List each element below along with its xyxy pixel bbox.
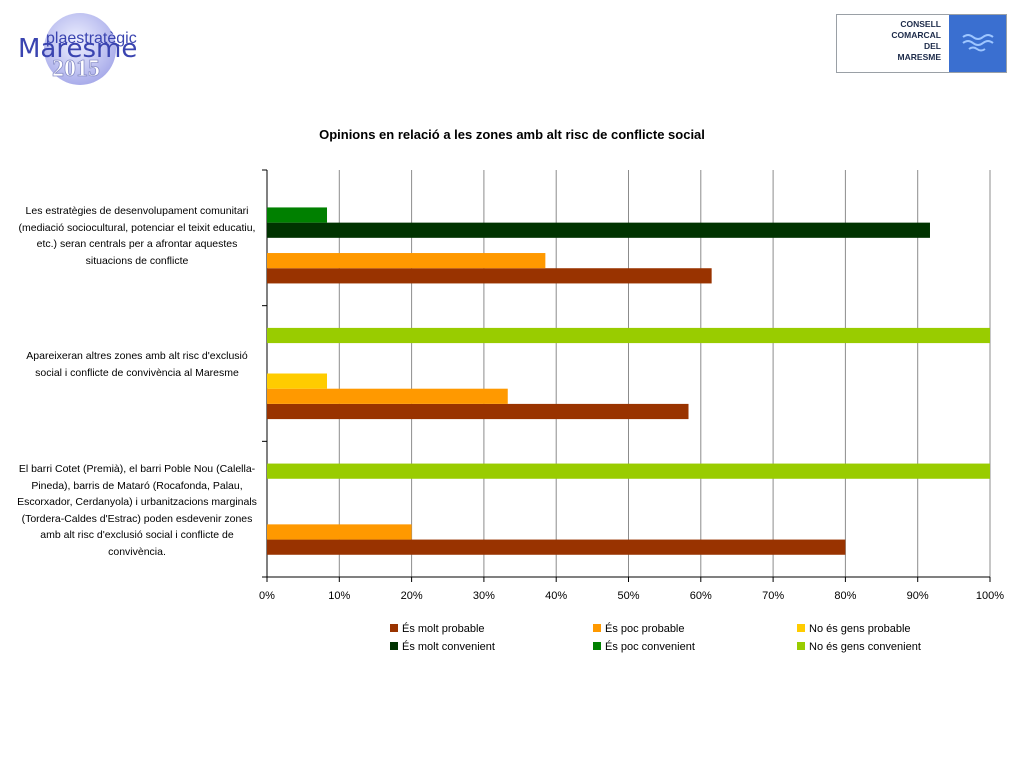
x-tick-label: 90% bbox=[907, 590, 929, 602]
legend-swatch bbox=[797, 642, 805, 651]
legend-swatch bbox=[390, 624, 398, 633]
chart-title: Opinions en relació a les zones amb alt … bbox=[319, 127, 705, 142]
x-tick-label: 80% bbox=[834, 590, 856, 602]
logo-right-line3: DEL bbox=[924, 41, 941, 51]
logo-right-line2: COMARCAL bbox=[891, 30, 941, 40]
x-tick-label: 10% bbox=[328, 590, 350, 602]
bar-2-1 bbox=[267, 403, 689, 420]
logo-line2: Maresme bbox=[18, 34, 137, 64]
bar-1-4 bbox=[267, 222, 930, 238]
plaestrategic-logo: plaestratègic Maresme 2015 bbox=[14, 10, 150, 90]
legend-label: És molt probable bbox=[402, 623, 485, 635]
category-label-3: El barri Cotet (Premià), el barri Poble … bbox=[17, 463, 257, 558]
bar-1-1 bbox=[267, 268, 712, 284]
bar-3-6 bbox=[267, 463, 990, 479]
category-label-2: Apareixeran altres zones amb alt risc d'… bbox=[26, 350, 248, 379]
legend-label: És molt convenient bbox=[402, 641, 495, 653]
bar-2-6 bbox=[267, 327, 990, 344]
x-tick-label: 40% bbox=[545, 590, 567, 602]
x-tick-label: 50% bbox=[617, 590, 639, 602]
x-tick-label: 60% bbox=[690, 590, 712, 602]
logo-right-line4: MARESME bbox=[897, 52, 941, 62]
legend-label: És poc probable bbox=[605, 623, 685, 635]
legend-label: No és gens probable bbox=[809, 623, 911, 635]
logo-circle bbox=[44, 13, 116, 85]
legend-item: És molt convenient bbox=[390, 641, 495, 653]
x-tick-label: 30% bbox=[473, 590, 495, 602]
waves-emblem-icon bbox=[949, 15, 1006, 72]
logo-line3: 2015 bbox=[52, 56, 100, 82]
legend-item: No és gens convenient bbox=[797, 641, 921, 653]
logo-line1: plaestratègic bbox=[46, 30, 137, 47]
legend-swatch bbox=[797, 624, 805, 633]
legend-item: No és gens probable bbox=[797, 623, 911, 635]
legend-swatch bbox=[593, 642, 601, 651]
consell-comarcal-logo: CONSELL COMARCAL DEL MARESME bbox=[836, 14, 1007, 73]
category-label-1: Les estratègies de desenvolupament comun… bbox=[18, 205, 256, 267]
legend-swatch bbox=[593, 624, 601, 633]
x-tick-label: 70% bbox=[762, 590, 784, 602]
bar-2-2 bbox=[267, 388, 508, 404]
legend-item: És poc convenient bbox=[593, 641, 695, 653]
legend-swatch bbox=[390, 642, 398, 651]
x-tick-label: 20% bbox=[401, 590, 423, 602]
bar-2-3 bbox=[267, 373, 328, 389]
legend-label: No és gens convenient bbox=[809, 641, 921, 653]
legend-item: És molt probable bbox=[390, 623, 485, 635]
bar-1-5 bbox=[267, 207, 328, 223]
x-tick-label: 100% bbox=[976, 590, 1004, 602]
bar-3-2 bbox=[267, 524, 412, 540]
logo-right-line1: CONSELL bbox=[900, 19, 941, 29]
legend-item: És poc probable bbox=[593, 623, 685, 635]
legend-label: És poc convenient bbox=[605, 641, 695, 653]
bar-3-1 bbox=[267, 539, 846, 555]
x-tick-label: 0% bbox=[259, 590, 275, 602]
bar-1-2 bbox=[267, 253, 546, 269]
